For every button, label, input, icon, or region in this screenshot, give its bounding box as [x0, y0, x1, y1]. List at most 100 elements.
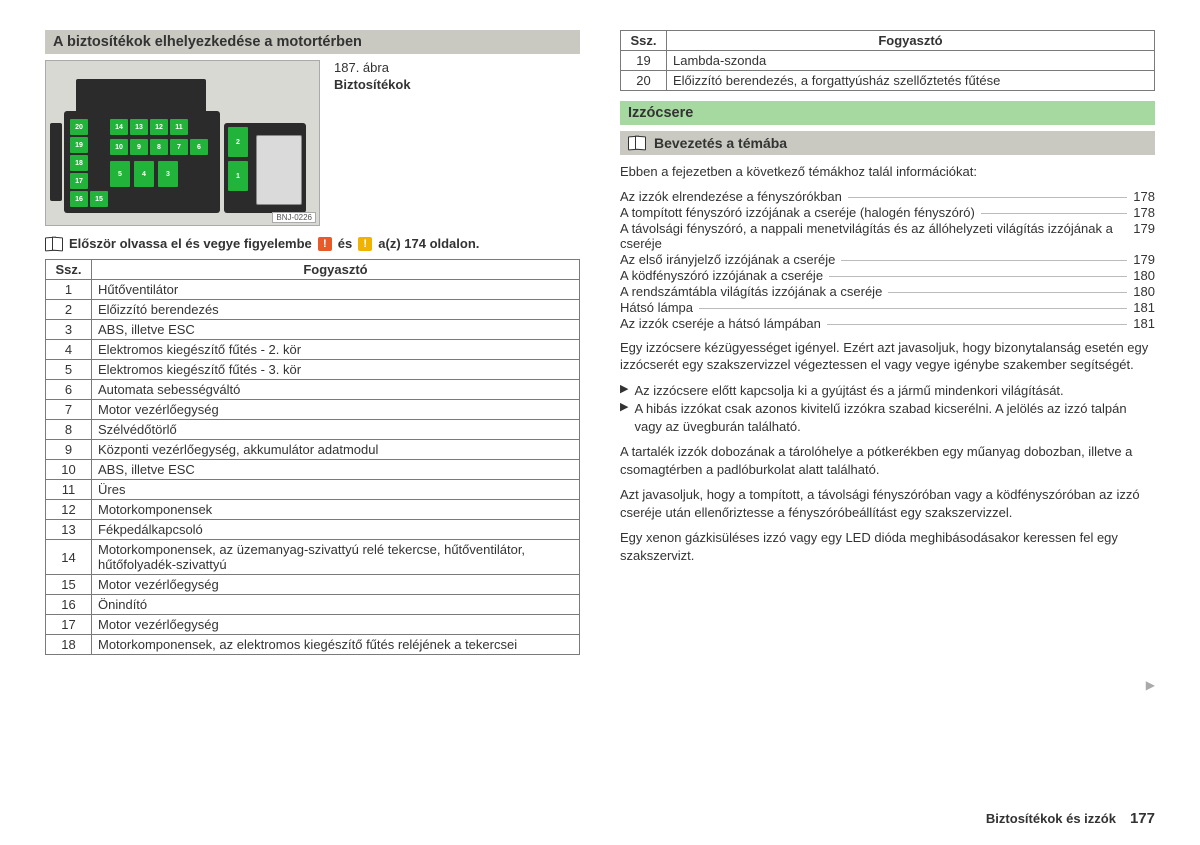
toc-page: 181 [1133, 300, 1155, 315]
toc-line: Az izzók cseréje a hátsó lámpában 181 [620, 316, 1155, 331]
fuse-table-right: Ssz. Fogyasztó 19Lambda-szonda20Előizzít… [620, 30, 1155, 91]
cell-consumer: Lambda-szonda [667, 51, 1155, 71]
th-num: Ssz. [46, 260, 92, 280]
cell-consumer: Hűtőventilátor [92, 280, 580, 300]
table-row: 3ABS, illetve ESC [46, 320, 580, 340]
toc-leader [841, 260, 1127, 261]
fuse-3: 3 [158, 161, 178, 187]
cell-consumer: Központi vezérlőegység, akkumulátor adat… [92, 440, 580, 460]
toc-page: 180 [1133, 268, 1155, 283]
cell-consumer: Előizzító berendezés, a forgattyúsház sz… [667, 71, 1155, 91]
cell-num: 2 [46, 300, 92, 320]
cell-num: 10 [46, 460, 92, 480]
table-row: 14Motorkomponensek, az üzemanyag-szivatt… [46, 540, 580, 575]
cell-num: 8 [46, 420, 92, 440]
cell-num: 17 [46, 615, 92, 635]
figure-title: Biztosítékok [334, 77, 411, 92]
th-consumer: Fogyasztó [667, 31, 1155, 51]
fuse-6: 6 [190, 139, 208, 155]
toc-line: A rendszámtábla világítás izzójának a cs… [620, 284, 1155, 299]
warning-badge-red: ! [318, 237, 332, 251]
cell-consumer: Motor vezérlőegység [92, 615, 580, 635]
footer-page-number: 177 [1130, 810, 1155, 827]
cell-num: 4 [46, 340, 92, 360]
cell-num: 5 [46, 360, 92, 380]
cell-num: 18 [46, 635, 92, 655]
toc-label: A ködfényszóró izzójának a cseréje [620, 268, 823, 283]
triangle-icon: ▶ [620, 382, 628, 400]
toc-page: 178 [1133, 189, 1155, 204]
toc-label: Az izzók elrendezése a fényszórókban [620, 189, 842, 204]
toc-line: A ködfényszóró izzójának a cseréje 180 [620, 268, 1155, 283]
bullet-1-text: Az izzócsere előtt kapcsolja ki a gyújtá… [634, 382, 1063, 400]
figure-caption: 187. ábra Biztosítékok [334, 60, 411, 226]
cell-num: 19 [621, 51, 667, 71]
fuse-5: 5 [110, 161, 130, 187]
cell-consumer: Önindító [92, 595, 580, 615]
toc-label: Hátsó lámpa [620, 300, 693, 315]
cell-consumer: Fékpedálkapcsoló [92, 520, 580, 540]
cell-consumer: Elektromos kiegészítő fűtés - 2. kör [92, 340, 580, 360]
cell-consumer: Motor vezérlőegység [92, 400, 580, 420]
toc-leader [888, 292, 1127, 293]
fuse-14: 14 [110, 119, 128, 135]
toc-label: A tompított fényszóró izzójának a cseréj… [620, 205, 975, 220]
toc-line: Az izzók elrendezése a fényszórókban 178 [620, 189, 1155, 204]
subheading-label: Bevezetés a témába [654, 135, 787, 151]
table-row: 20Előizzító berendezés, a forgattyúsház … [621, 71, 1155, 91]
cell-consumer: Automata sebességváltó [92, 380, 580, 400]
fuse-8: 8 [150, 139, 168, 155]
table-row: 11Üres [46, 480, 580, 500]
fuse-2: 2 [228, 127, 248, 157]
page-footer: Biztosítékok és izzók 177 [986, 810, 1155, 827]
topic-toc: Az izzók elrendezése a fényszórókban178A… [620, 189, 1155, 331]
toc-line: Az első irányjelző izzójának a cseréje 17… [620, 252, 1155, 267]
cell-num: 20 [621, 71, 667, 91]
toc-line: A távolsági fényszóró, a nappali menetvi… [620, 221, 1155, 251]
toc-page: 178 [1133, 205, 1155, 220]
table-row: 13Fékpedálkapcsoló [46, 520, 580, 540]
toc-leader [827, 324, 1127, 325]
toc-label: Az izzók cseréje a hátsó lámpában [620, 316, 821, 331]
warning-badge-yellow: ! [358, 237, 372, 251]
table-row: 18Motorkomponensek, az elektromos kiegés… [46, 635, 580, 655]
table-row: 12Motorkomponensek [46, 500, 580, 520]
toc-page: 179 [1133, 221, 1155, 236]
th-num: Ssz. [621, 31, 667, 51]
table-row: 7Motor vezérlőegység [46, 400, 580, 420]
bullet-2: ▶ A hibás izzókat csak azonos kivitelű i… [620, 400, 1155, 435]
cell-consumer: Motorkomponensek, az elektromos kiegészí… [92, 635, 580, 655]
table-row: 15Motor vezérlőegység [46, 575, 580, 595]
cell-num: 16 [46, 595, 92, 615]
cell-num: 11 [46, 480, 92, 500]
page-columns: A biztosítékok elhelyezkedése a motortér… [45, 30, 1155, 655]
fuse-20: 20 [70, 119, 88, 135]
toc-page: 181 [1133, 316, 1155, 331]
toc-line: Hátsó lámpa 181 [620, 300, 1155, 315]
toc-page: 179 [1133, 252, 1155, 267]
cell-consumer: Motorkomponensek, az üzemanyag-szivattyú… [92, 540, 580, 575]
table-row: 1Hűtőventilátor [46, 280, 580, 300]
fuse-13: 13 [130, 119, 148, 135]
readfirst-b: és [338, 236, 352, 251]
table-row: 19Lambda-szonda [621, 51, 1155, 71]
cell-num: 7 [46, 400, 92, 420]
toc-leader [848, 197, 1127, 198]
fuse-16: 16 [70, 191, 88, 207]
toc-label: Az első irányjelző izzójának a cseréje [620, 252, 835, 267]
para-1: Egy izzócsere kézügyességet igényel. Ezé… [620, 339, 1155, 374]
section-heading-bulb: Izzócsere [620, 101, 1155, 125]
cell-num: 13 [46, 520, 92, 540]
continue-arrow-icon: ▶ [1146, 678, 1155, 692]
cell-consumer: Motor vezérlőegység [92, 575, 580, 595]
read-first-note: Először olvassa el és vegye figyelembe !… [45, 236, 580, 251]
toc-line: A tompított fényszóró izzójának a cseréj… [620, 205, 1155, 220]
left-column: A biztosítékok elhelyezkedése a motortér… [45, 30, 580, 655]
right-column: Ssz. Fogyasztó 19Lambda-szonda20Előizzít… [620, 30, 1155, 655]
para-4: Egy xenon gázkisüléses izzó vagy egy LED… [620, 529, 1155, 564]
table-row: 2Előizzító berendezés [46, 300, 580, 320]
fuse-11: 11 [170, 119, 188, 135]
cell-consumer: ABS, illetve ESC [92, 320, 580, 340]
fuse-18: 18 [70, 155, 88, 171]
subheading-intro: Bevezetés a témába [620, 131, 1155, 155]
